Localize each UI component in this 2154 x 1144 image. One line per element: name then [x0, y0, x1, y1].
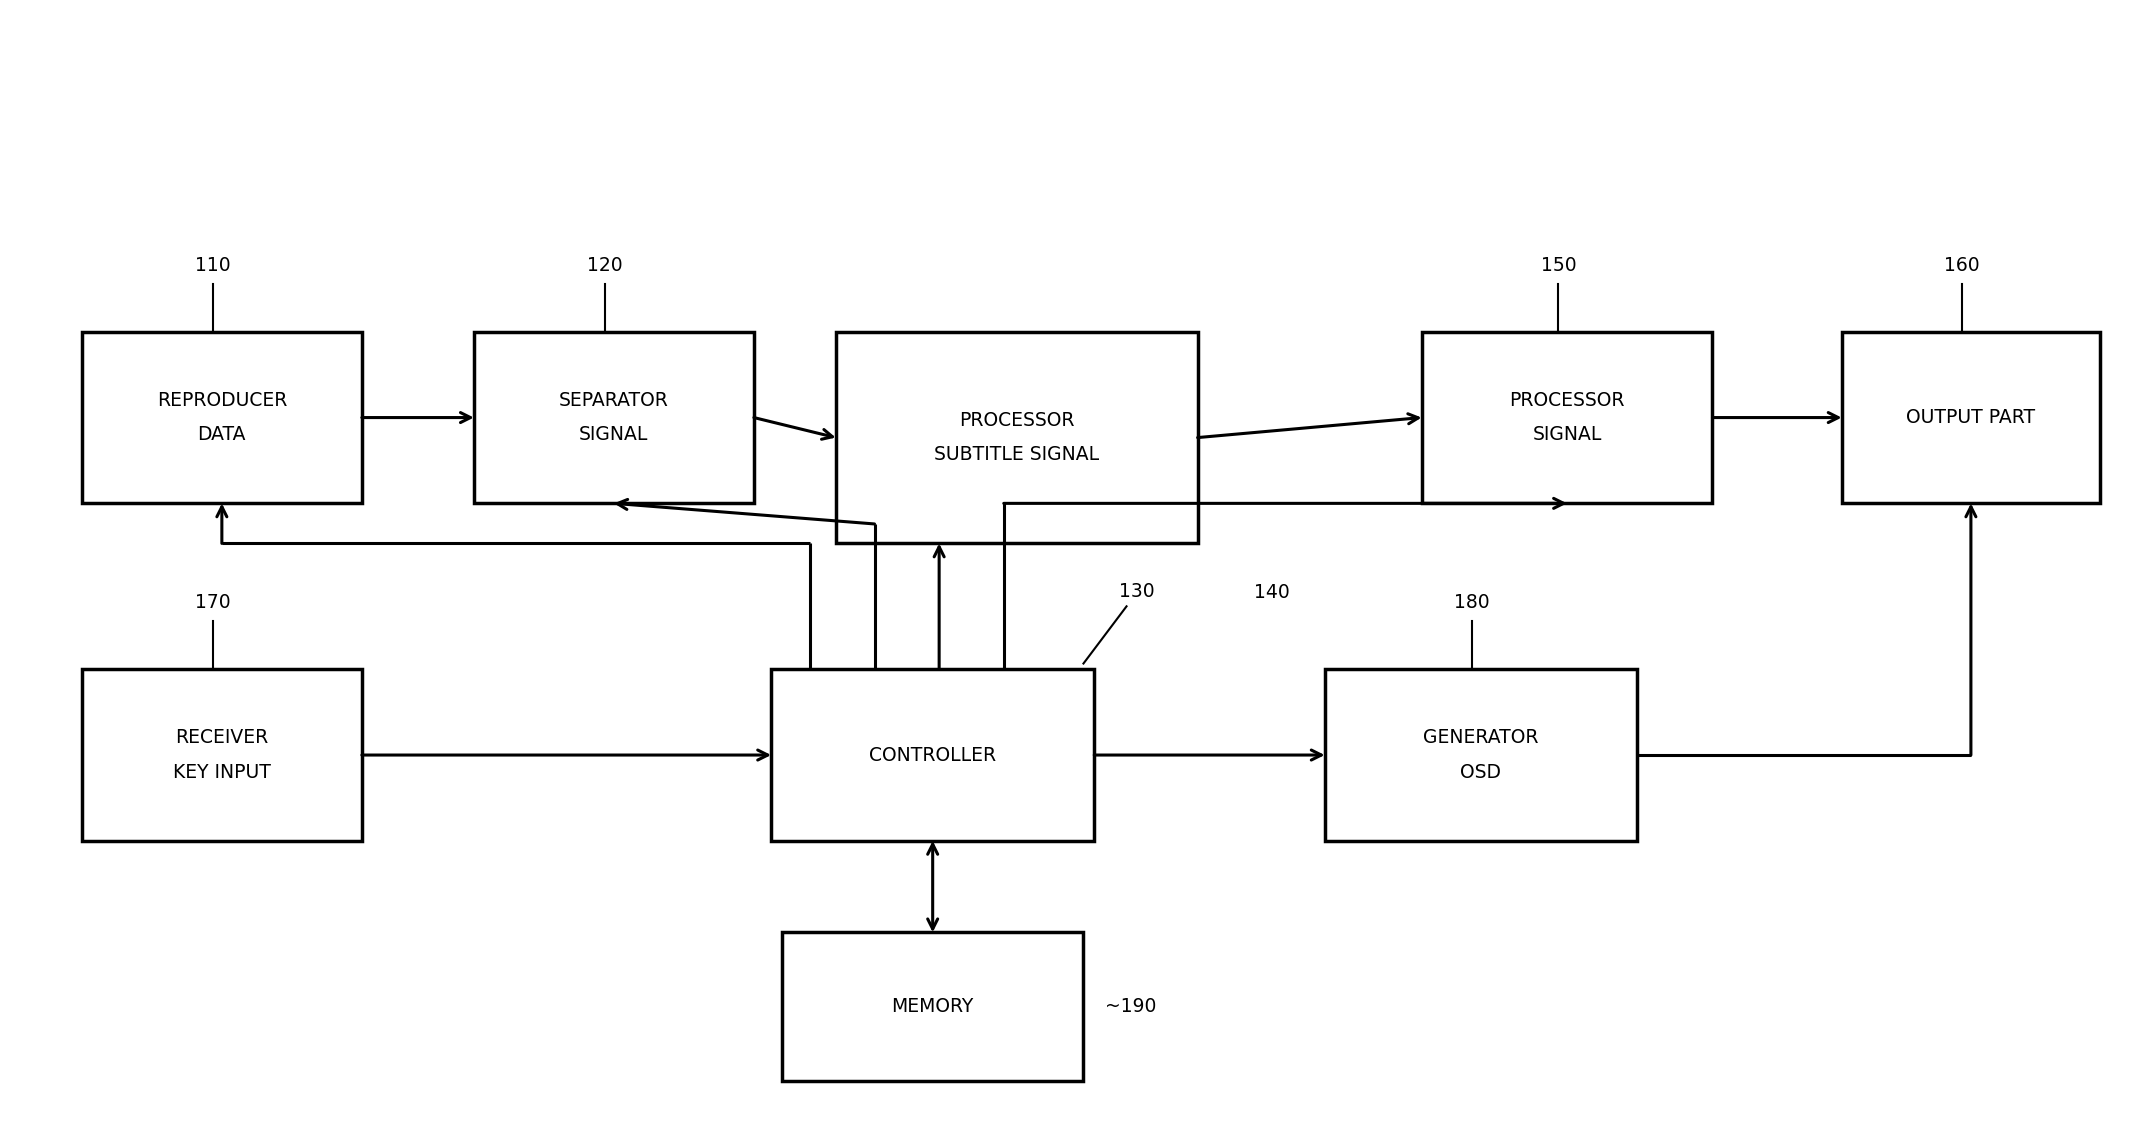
Text: PROCESSOR: PROCESSOR — [959, 411, 1075, 430]
Bar — [1422, 332, 1712, 503]
Bar — [82, 669, 362, 841]
Text: RECEIVER: RECEIVER — [174, 729, 269, 747]
Bar — [836, 332, 1198, 543]
Text: KEY INPUT: KEY INPUT — [172, 763, 271, 781]
Text: ~190: ~190 — [1105, 998, 1157, 1016]
Bar — [771, 669, 1094, 841]
Text: 120: 120 — [588, 255, 623, 275]
Text: SIGNAL: SIGNAL — [1531, 426, 1603, 444]
Text: SIGNAL: SIGNAL — [579, 426, 648, 444]
Text: 160: 160 — [1945, 255, 1980, 275]
Text: 110: 110 — [196, 255, 230, 275]
Bar — [474, 332, 754, 503]
Text: 180: 180 — [1454, 593, 1491, 612]
Text: OSD: OSD — [1460, 763, 1501, 781]
Text: 140: 140 — [1254, 583, 1290, 603]
Bar — [82, 332, 362, 503]
Text: DATA: DATA — [198, 426, 246, 444]
Text: 170: 170 — [196, 593, 230, 612]
Text: SEPARATOR: SEPARATOR — [558, 391, 670, 410]
Text: MEMORY: MEMORY — [892, 998, 974, 1016]
Bar — [1325, 669, 1637, 841]
Text: 150: 150 — [1540, 255, 1577, 275]
Text: CONTROLLER: CONTROLLER — [868, 746, 997, 764]
Text: REPRODUCER: REPRODUCER — [157, 391, 286, 410]
Text: PROCESSOR: PROCESSOR — [1510, 391, 1624, 410]
Bar — [782, 932, 1083, 1081]
Bar — [1842, 332, 2100, 503]
Text: GENERATOR: GENERATOR — [1424, 729, 1538, 747]
Text: SUBTITLE SIGNAL: SUBTITLE SIGNAL — [935, 445, 1099, 464]
Text: OUTPUT PART: OUTPUT PART — [1906, 408, 2036, 427]
Text: 130: 130 — [1120, 581, 1155, 601]
